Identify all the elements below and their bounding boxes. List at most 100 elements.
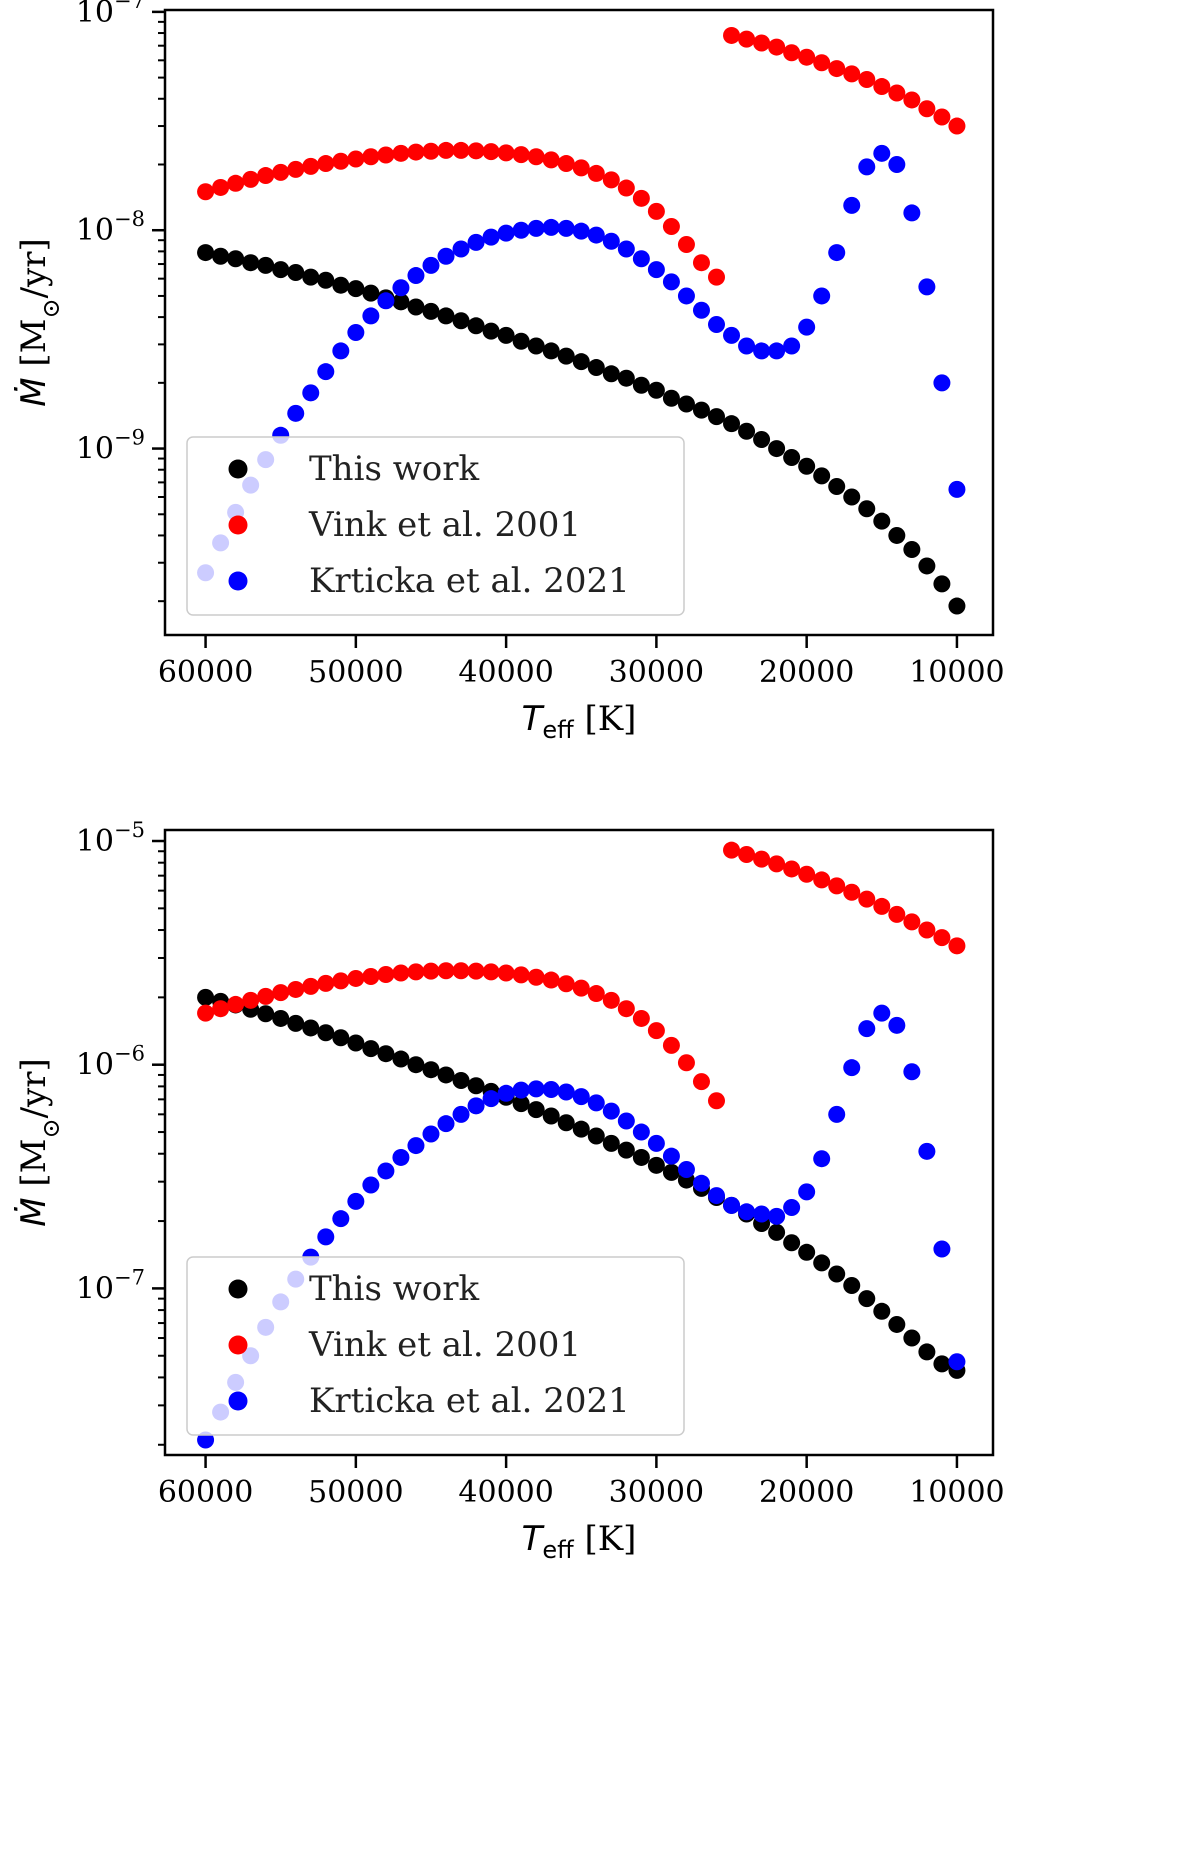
data-point — [587, 164, 605, 182]
data-point — [542, 151, 560, 169]
data-point — [572, 1088, 590, 1106]
y-tick-label: 10−7 — [76, 0, 145, 30]
x-tick-label: 50000 — [308, 1475, 403, 1510]
data-point — [873, 78, 891, 96]
data-point — [918, 557, 936, 575]
series-1 — [197, 244, 966, 615]
data-point — [647, 1022, 665, 1040]
data-point — [587, 1094, 605, 1112]
data-point — [527, 148, 545, 166]
data-point — [332, 342, 350, 360]
data-point — [647, 202, 665, 220]
data-point — [843, 65, 861, 83]
legend-marker — [228, 571, 248, 591]
data-point — [933, 374, 951, 392]
data-point — [723, 841, 741, 859]
data-point — [662, 1036, 680, 1054]
data-point — [677, 1161, 695, 1179]
data-point — [843, 883, 861, 901]
data-point — [572, 353, 590, 371]
data-point — [422, 302, 440, 320]
legend-label: Krticka et al. 2021 — [309, 561, 630, 601]
data-point — [813, 1254, 831, 1272]
data-point — [677, 236, 695, 254]
data-point — [527, 219, 545, 237]
data-point — [452, 1071, 470, 1089]
data-point — [873, 512, 891, 530]
data-point — [317, 271, 335, 289]
data-point — [768, 440, 786, 458]
data-point — [317, 363, 335, 381]
data-point — [362, 307, 380, 325]
x-tick-label: 10000 — [909, 1475, 1004, 1510]
data-point — [933, 929, 951, 947]
data-point — [362, 967, 380, 985]
data-point — [858, 158, 876, 176]
data-point — [828, 1265, 846, 1283]
data-point — [888, 155, 906, 173]
data-point — [738, 1203, 756, 1221]
data-point — [858, 1020, 876, 1038]
x-tick-label: 40000 — [458, 1475, 553, 1510]
data-point — [392, 1050, 410, 1068]
data-point — [662, 1163, 680, 1181]
data-point — [317, 1024, 335, 1042]
x-tick-label: 20000 — [759, 655, 854, 690]
x-tick-label: 60000 — [158, 655, 253, 690]
data-point — [437, 141, 455, 159]
data-point — [632, 1123, 650, 1141]
data-point — [437, 1115, 455, 1133]
data-point — [392, 293, 410, 311]
data-point — [858, 1290, 876, 1308]
data-point — [512, 966, 530, 984]
data-point — [783, 860, 801, 878]
data-point — [212, 247, 230, 265]
data-point — [197, 1004, 215, 1022]
data-point — [828, 244, 846, 262]
data-point — [422, 256, 440, 274]
data-point — [662, 389, 680, 407]
data-point — [602, 991, 620, 1009]
data-point — [287, 1014, 305, 1032]
data-point — [903, 913, 921, 931]
data-point — [437, 247, 455, 265]
data-point — [813, 467, 831, 485]
data-point — [602, 365, 620, 383]
data-point — [242, 254, 260, 272]
data-point — [377, 292, 395, 310]
data-point — [828, 60, 846, 78]
data-point — [843, 196, 861, 214]
data-point — [437, 962, 455, 980]
y-tick-label: 10−9 — [76, 426, 145, 467]
data-point — [257, 987, 275, 1005]
data-point — [542, 1080, 560, 1098]
y-tick-label: 10−6 — [76, 1042, 145, 1083]
data-point — [888, 1315, 906, 1333]
data-point — [918, 100, 936, 118]
data-point — [227, 995, 245, 1013]
data-point — [347, 1034, 365, 1052]
data-point — [467, 1077, 485, 1095]
data-point — [482, 1090, 500, 1108]
data-point — [617, 240, 635, 258]
plot-area — [197, 841, 966, 1449]
data-point — [783, 1234, 801, 1252]
data-point — [888, 526, 906, 544]
data-point — [287, 980, 305, 998]
legend-label: Vink et al. 2001 — [308, 1325, 581, 1365]
data-point — [347, 150, 365, 168]
data-point — [452, 141, 470, 159]
data-point — [888, 84, 906, 102]
data-point — [302, 384, 320, 402]
legend: This work Vink et al. 2001 Krticka et al. … — [186, 436, 685, 616]
x-axis-label: Teff [K] — [522, 1519, 637, 1564]
data-point — [617, 369, 635, 387]
chart-panel-1: 10−9 10−8 10−7 60000 50000 40000 30000 20000 100… — [14, 0, 1005, 744]
data-point — [422, 962, 440, 980]
data-point — [272, 984, 290, 1002]
data-point — [587, 1127, 605, 1145]
data-point — [768, 1223, 786, 1241]
data-point — [738, 422, 756, 440]
data-point — [602, 171, 620, 189]
data-point — [677, 395, 695, 413]
